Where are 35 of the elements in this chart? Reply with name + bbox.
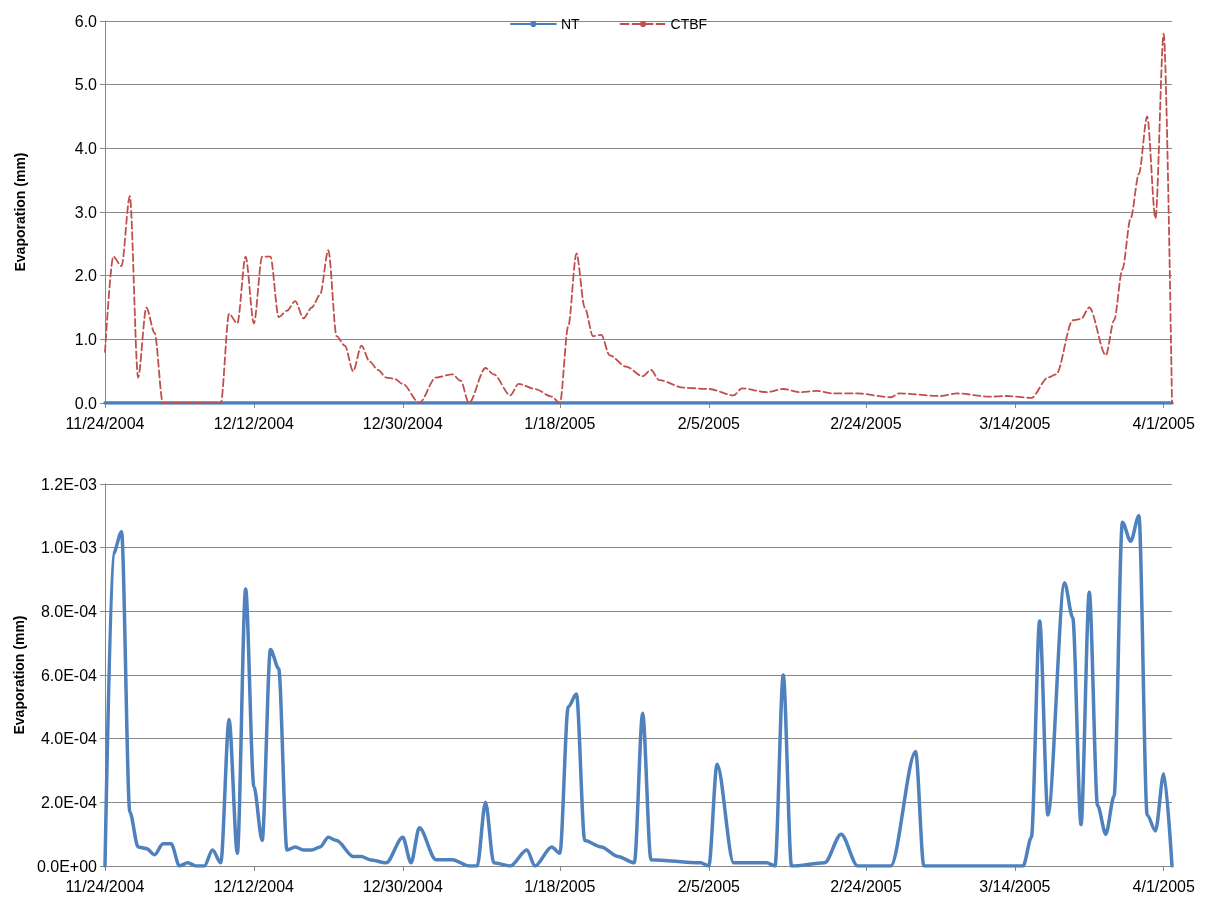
y-axis-title: Evaporation (mm) <box>12 152 28 272</box>
x-tick-label: 2/24/2005 <box>830 414 902 432</box>
x-tick-label: 1/18/2005 <box>524 414 596 432</box>
x-tick-label: 11/24/2004 <box>65 877 145 895</box>
legend-label: CTBF <box>670 16 708 32</box>
x-tick-label: 1/18/2005 <box>524 877 596 895</box>
x-tick-label: 3/14/2005 <box>979 414 1051 432</box>
y-tick-label: 1.0E-03 <box>40 539 98 557</box>
x-tick-label: 12/30/2004 <box>362 877 443 895</box>
x-tick-label: 2/24/2005 <box>830 877 902 895</box>
y-tick-label: 6.0 <box>74 12 98 30</box>
y-tick-label: 4.0E-04 <box>40 730 98 748</box>
y-tick-label: 6.0E-04 <box>40 666 98 684</box>
y-tick-label: 4.0 <box>74 139 98 157</box>
x-tick-label: 4/1/2005 <box>1132 414 1195 432</box>
x-tick-label: 12/30/2004 <box>362 414 443 432</box>
x-tick-label: 3/14/2005 <box>979 877 1051 895</box>
y-tick-label: 5.0 <box>74 76 98 94</box>
y-tick-label: 3.0 <box>74 203 98 221</box>
y-tick-label: 0.0E+00 <box>36 857 98 875</box>
x-tick-label: 12/12/2004 <box>213 877 295 895</box>
y-tick-label: 8.0E-04 <box>40 602 98 620</box>
x-tick-label: 4/1/2005 <box>1132 877 1195 895</box>
y-axis-title: Evaporation (mm) <box>11 615 28 735</box>
x-tick-label: 11/24/2004 <box>65 414 145 432</box>
y-tick-label: 1.2E-03 <box>40 475 98 493</box>
y-tick-label: 2.0E-04 <box>40 793 98 811</box>
y-tick-label: 1.0 <box>74 330 98 348</box>
x-tick-label: 2/5/2005 <box>677 877 741 895</box>
x-tick-label: 2/5/2005 <box>677 414 741 432</box>
y-tick-label: 2.0 <box>74 267 98 285</box>
x-tick-label: 12/12/2004 <box>213 414 295 432</box>
y-tick-label: 0.0 <box>74 394 98 412</box>
line-series <box>103 514 1174 868</box>
legend-label: NT <box>560 16 580 32</box>
